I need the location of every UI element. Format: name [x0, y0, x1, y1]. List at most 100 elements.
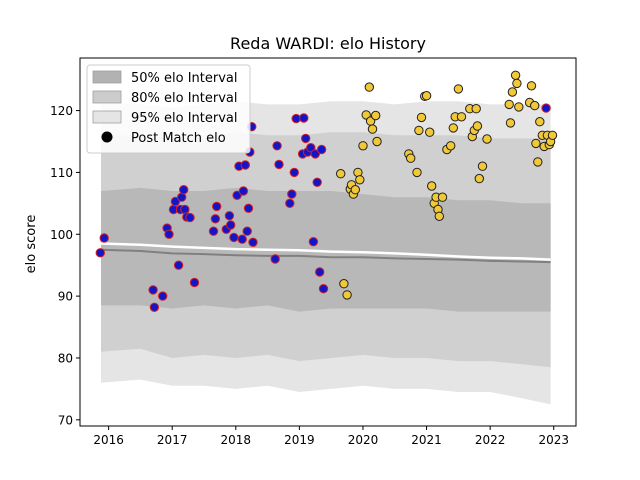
x-tick-label: 2018: [221, 433, 252, 447]
post-match-point-late: [350, 185, 360, 195]
post-match-point-early: [179, 185, 189, 195]
post-match-point-late: [507, 87, 518, 97]
y-tick-label: 80: [58, 351, 73, 365]
post-match-point-late: [358, 141, 368, 151]
post-match-point-late: [547, 130, 558, 141]
plot-frame: [79, 57, 577, 427]
post-match-point-late: [446, 141, 456, 151]
post-match-point-early: [299, 113, 309, 123]
y-tick-label: 90: [58, 290, 73, 304]
post-match-point-early: [232, 190, 242, 201]
chart-title: Reda WARDI: elo History: [230, 34, 426, 53]
post-match-point-early: [164, 229, 174, 240]
y-tick-label: 120: [50, 104, 73, 118]
post-match-point-early: [274, 159, 284, 170]
x-tick-label: 2021: [411, 433, 442, 447]
post-match-point-late: [434, 211, 444, 222]
post-match-point-early: [226, 220, 236, 230]
mean-line: [100, 242, 551, 261]
post-match-point-early: [312, 177, 322, 188]
post-match-point-early: [272, 141, 282, 151]
x-tick-label: 2019: [284, 433, 315, 447]
post-match-point-early: [148, 285, 158, 295]
post-match-point-early: [99, 233, 109, 243]
post-match-point-late: [425, 127, 435, 137]
post-match-point-late: [510, 70, 521, 81]
post-match-point-early: [185, 212, 195, 223]
post-match-point-early: [248, 237, 258, 248]
post-match-point-late: [421, 91, 432, 101]
post-match-point-late: [339, 279, 349, 289]
post-match-point-early: [287, 189, 297, 199]
post-match-point-late: [526, 81, 537, 91]
legend-label: 80% elo Interval: [131, 91, 238, 106]
x-tick-label: 2022: [475, 433, 506, 447]
post-match-point-early: [315, 267, 325, 277]
post-match-point-early: [238, 186, 249, 196]
post-match-point-late: [364, 82, 374, 92]
post-match-point-early: [289, 167, 299, 178]
post-match-point-late: [514, 102, 524, 112]
x-tick-label: 2016: [93, 433, 124, 447]
post-match-point-late: [456, 112, 467, 122]
post-match-point-early: [240, 160, 251, 170]
post-match-point-late: [474, 173, 484, 184]
post-match-point-early: [318, 284, 329, 294]
post-match-point-early: [301, 133, 311, 144]
post-match-point-early: [189, 277, 200, 288]
post-match-point-late: [477, 161, 488, 171]
axes: 2016 2017 2018 2019 2020 2021 2022 2023 70 80 90 10…: [50, 57, 577, 447]
post-match-point-early: [149, 302, 160, 312]
legend-label: 95% elo Interval: [131, 111, 238, 126]
post-match-point-early: [229, 232, 239, 243]
post-match-point-late: [471, 104, 481, 114]
median-line: [100, 248, 551, 264]
post-match-point-late: [530, 100, 540, 111]
post-match-point-late: [414, 125, 424, 136]
post-match-point-late: [535, 117, 545, 127]
post-match-point-early: [170, 196, 181, 207]
post-match-point-late: [512, 78, 522, 89]
post-match-point-early: [210, 214, 221, 224]
post-match-point-late: [355, 175, 365, 185]
y-tick-label: 70: [58, 413, 73, 427]
band-50: [101, 187, 551, 312]
post-match-point-late: [367, 124, 378, 134]
post-match-point-early: [270, 254, 280, 264]
plot-area: [95, 70, 558, 405]
post-match-point-early: [237, 234, 247, 244]
legend: 50% elo Interval 80% elo Interval 95% elo …: [86, 64, 251, 154]
post-match-point-late: [531, 138, 541, 149]
post-match-point-late: [504, 99, 514, 110]
post-match-point-late: [412, 167, 422, 178]
legend-label: Post Match elo: [131, 131, 226, 146]
legend-box: [86, 64, 251, 154]
post-match-point-early: [285, 198, 295, 209]
legend-label: 50% elo Interval: [131, 71, 238, 86]
post-match-point-late: [437, 192, 448, 202]
post-match-point-early: [95, 248, 106, 258]
post-match-point-late: [472, 121, 483, 131]
legend-swatch: [92, 110, 122, 124]
x-tick-label: 2020: [348, 433, 379, 447]
legend-swatch: [92, 90, 122, 104]
post-match-point-late: [505, 118, 516, 128]
legend-marker: [101, 131, 113, 143]
post-match-point-late: [372, 136, 382, 147]
post-match-point-early: [306, 143, 316, 153]
post-match-point-early: [316, 144, 327, 155]
post-match-point-early: [158, 291, 168, 301]
y-axis-label: elo score: [24, 215, 39, 274]
post-match-point-late: [342, 290, 352, 300]
post-match-point-late: [427, 181, 437, 191]
post-match-point-early: [224, 211, 235, 221]
post-match-point-early: [243, 203, 254, 214]
post-match-point-early: [208, 226, 219, 236]
post-match-point-late: [482, 134, 492, 144]
post-match-point-late: [406, 153, 416, 163]
post-match-point-late: [336, 169, 346, 179]
post-match-point-late: [371, 110, 381, 121]
post-match-point-late: [533, 157, 543, 167]
post-match-point-early: [310, 149, 320, 159]
